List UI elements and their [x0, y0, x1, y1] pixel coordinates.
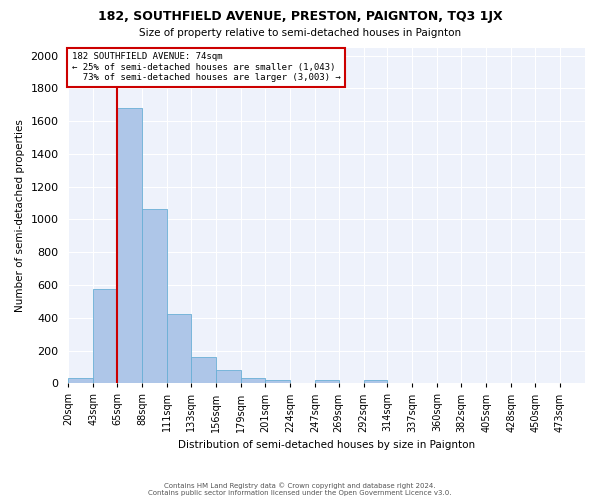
Bar — [265, 380, 290, 384]
Text: Contains HM Land Registry data © Crown copyright and database right 2024.: Contains HM Land Registry data © Crown c… — [164, 482, 436, 489]
Bar — [364, 380, 388, 384]
Bar — [216, 370, 241, 384]
Text: 182 SOUTHFIELD AVENUE: 74sqm
← 25% of semi-detached houses are smaller (1,043)
 : 182 SOUTHFIELD AVENUE: 74sqm ← 25% of se… — [71, 52, 340, 82]
Y-axis label: Number of semi-detached properties: Number of semi-detached properties — [15, 119, 25, 312]
Bar — [315, 380, 338, 384]
Text: 182, SOUTHFIELD AVENUE, PRESTON, PAIGNTON, TQ3 1JX: 182, SOUTHFIELD AVENUE, PRESTON, PAIGNTO… — [98, 10, 502, 23]
Bar — [117, 108, 142, 384]
Text: Size of property relative to semi-detached houses in Paignton: Size of property relative to semi-detach… — [139, 28, 461, 38]
Bar — [241, 378, 265, 384]
Bar — [68, 378, 94, 384]
Bar — [191, 357, 216, 384]
X-axis label: Distribution of semi-detached houses by size in Paignton: Distribution of semi-detached houses by … — [178, 440, 475, 450]
Bar — [142, 209, 167, 384]
Text: Contains public sector information licensed under the Open Government Licence v3: Contains public sector information licen… — [148, 490, 452, 496]
Bar — [94, 289, 117, 384]
Bar — [167, 314, 191, 384]
